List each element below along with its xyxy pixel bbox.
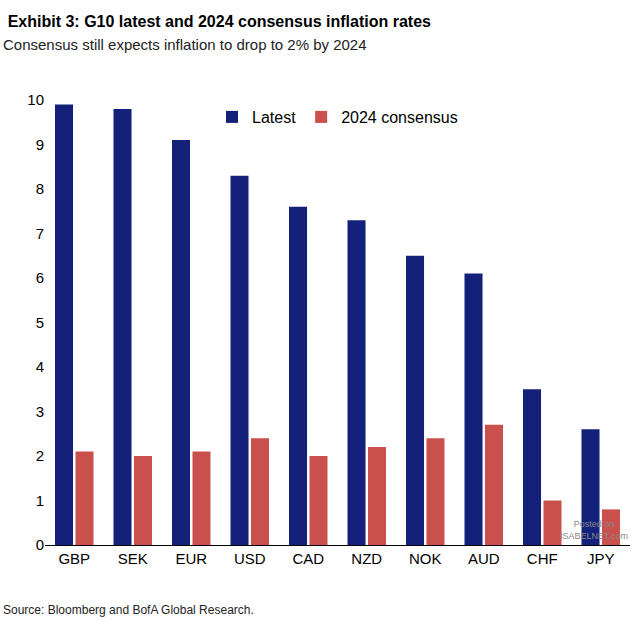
svg-text:GBP: GBP xyxy=(58,550,90,567)
svg-text:4: 4 xyxy=(36,358,44,375)
svg-text:9: 9 xyxy=(36,136,44,153)
svg-text:USD: USD xyxy=(234,550,266,567)
svg-text:AUD: AUD xyxy=(468,550,500,567)
svg-text:3: 3 xyxy=(36,403,44,420)
svg-text:10: 10 xyxy=(27,91,44,108)
svg-text:NOK: NOK xyxy=(409,550,442,567)
svg-text:1: 1 xyxy=(36,492,44,509)
svg-text:Source: Bloomberg and BofA Glo: Source: Bloomberg and BofA Global Resear… xyxy=(3,603,254,617)
svg-text:CAD: CAD xyxy=(292,550,324,567)
svg-text:JPY: JPY xyxy=(587,550,615,567)
svg-text:2024 consensus: 2024 consensus xyxy=(341,109,458,126)
svg-text:SEK: SEK xyxy=(118,550,148,567)
svg-text:7: 7 xyxy=(36,225,44,242)
svg-text:CHF: CHF xyxy=(527,550,558,567)
svg-text:5: 5 xyxy=(36,314,44,331)
svg-text:8: 8 xyxy=(36,180,44,197)
svg-text:EUR: EUR xyxy=(175,550,207,567)
svg-text:0: 0 xyxy=(36,536,44,553)
svg-text:Latest: Latest xyxy=(252,109,296,126)
svg-text:Consensus still expects inflat: Consensus still expects inflation to dro… xyxy=(3,36,367,53)
svg-text:Exhibit 3: G10 latest and 2024: Exhibit 3: G10 latest and 2024 consensus… xyxy=(8,13,431,30)
svg-text:NZD: NZD xyxy=(351,550,382,567)
svg-text:Posted onISABELNET.com: Posted onISABELNET.com xyxy=(560,519,628,541)
svg-text:6: 6 xyxy=(36,269,44,286)
svg-text:2: 2 xyxy=(36,447,44,464)
